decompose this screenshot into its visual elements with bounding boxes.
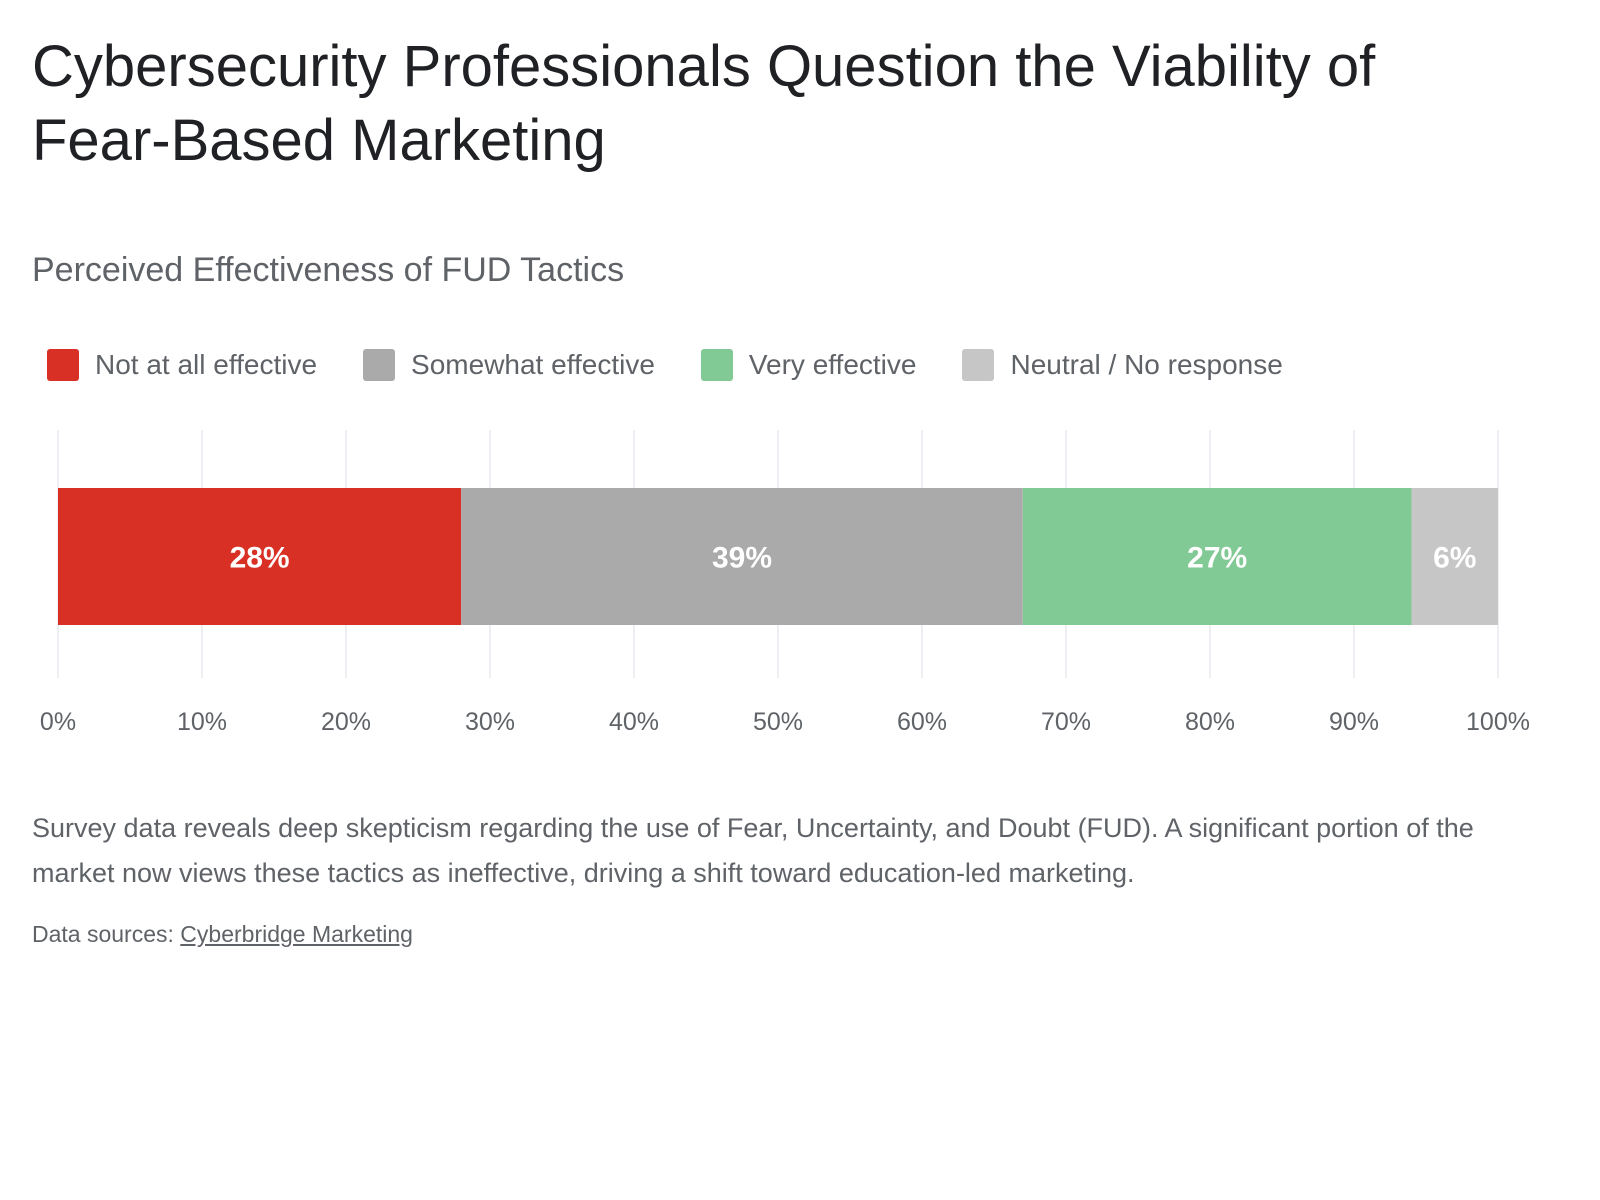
bar-data-label: 28% bbox=[230, 542, 290, 575]
x-tick-label: 30% bbox=[465, 708, 515, 736]
stacked-bar-chart: 0% 10% 20% 30% 40% 50% 60% 70% 80% 90% 100% 28% 39% 2… bbox=[40, 430, 1530, 736]
x-tick-label: 10% bbox=[177, 708, 227, 736]
bar-segment bbox=[1411, 488, 1498, 625]
chart-subtitle: Perceived Effectiveness of FUD Tactics bbox=[32, 251, 625, 289]
legend-swatch bbox=[700, 349, 733, 381]
x-tick-label: 0% bbox=[40, 708, 76, 736]
x-tick-label: 20% bbox=[321, 708, 371, 736]
x-tick-label: 70% bbox=[1041, 708, 1091, 736]
legend-swatch bbox=[363, 349, 396, 381]
bar-data-label: 6% bbox=[1433, 542, 1476, 575]
chart-summary: Survey data reveals deep skepticism rega… bbox=[32, 813, 1474, 888]
legend-item: Neutral / No response bbox=[962, 349, 1283, 381]
x-tick-label: 60% bbox=[897, 708, 947, 736]
bar-segment bbox=[1022, 488, 1412, 625]
legend-label: Not at all effective bbox=[95, 349, 318, 380]
legend-label: Neutral / No response bbox=[1010, 349, 1283, 380]
bar-segment bbox=[461, 488, 1023, 625]
x-tick-label: 100% bbox=[1466, 708, 1530, 736]
data-sources-prefix: Data sources: bbox=[32, 921, 174, 947]
page-title: Cybersecurity Professionals Question the… bbox=[32, 34, 1376, 173]
bar-data-label: 39% bbox=[712, 542, 772, 575]
x-tick-label: 50% bbox=[753, 708, 803, 736]
legend-swatch bbox=[962, 349, 995, 381]
bar-segment bbox=[58, 488, 462, 625]
legend-item: Very effective bbox=[700, 349, 917, 381]
legend-item: Not at all effective bbox=[47, 349, 317, 381]
chart-legend: Not at all effective Somewhat effective Ve… bbox=[47, 345, 1329, 385]
legend-label: Somewhat effective bbox=[411, 349, 655, 380]
legend-swatch bbox=[47, 349, 79, 381]
x-tick-label: 90% bbox=[1329, 708, 1379, 736]
legend-item: Somewhat effective bbox=[363, 349, 655, 381]
x-tick-label: 40% bbox=[609, 708, 659, 736]
x-tick-label: 80% bbox=[1185, 708, 1235, 736]
legend-label: Very effective bbox=[748, 349, 917, 380]
data-source-link[interactable]: Cyberbridge Marketing bbox=[180, 921, 413, 947]
bar-data-label: 27% bbox=[1187, 542, 1247, 575]
data-sources: Data sources: Cyberbridge Marketing bbox=[32, 918, 413, 950]
